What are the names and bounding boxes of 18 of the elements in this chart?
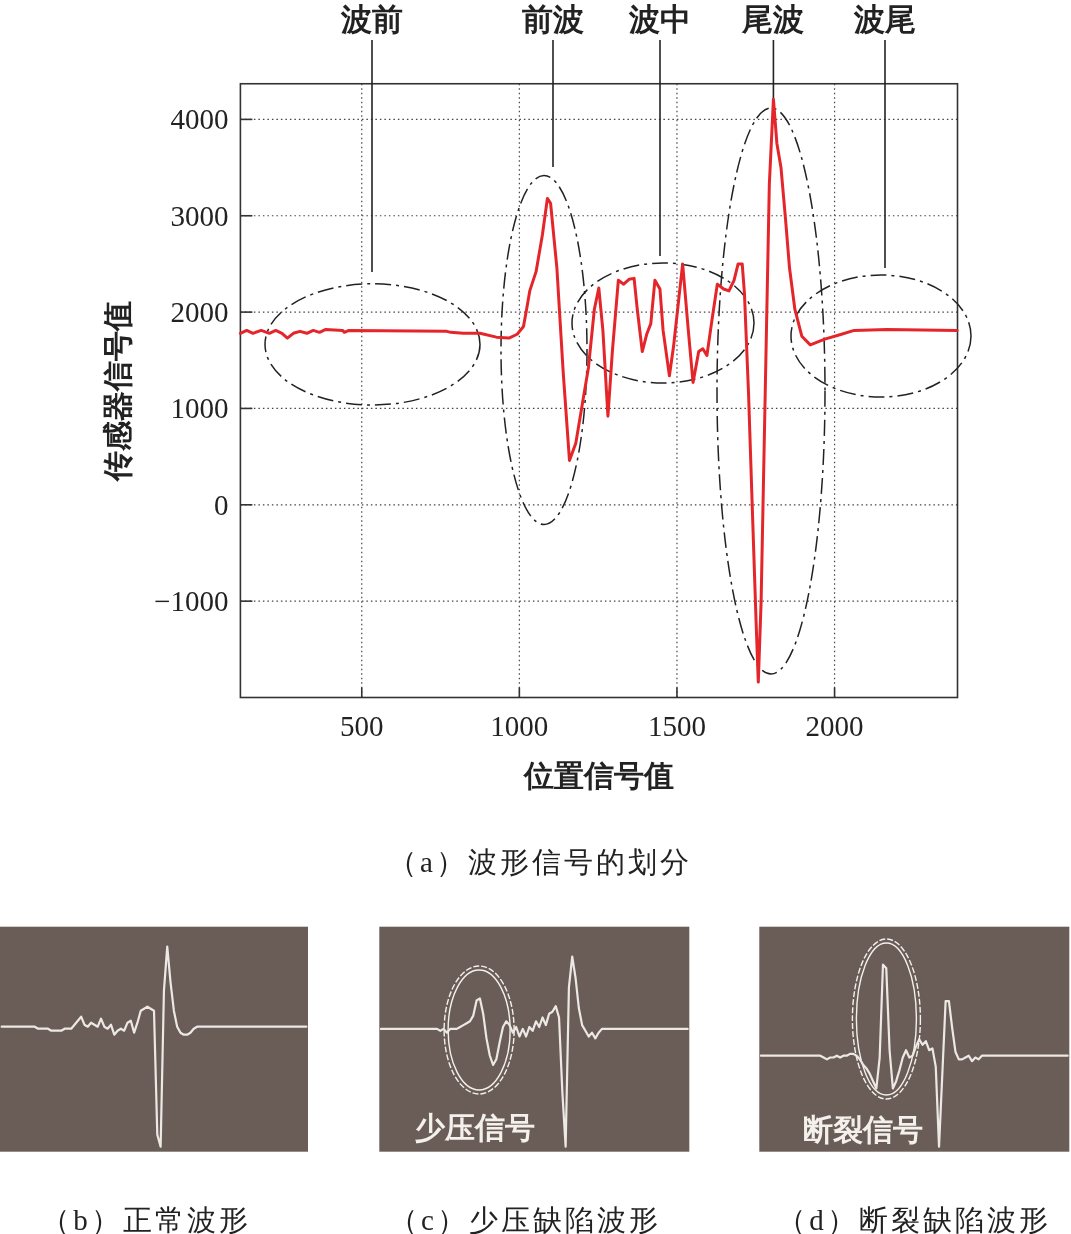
y-tick-label: −1000 (154, 585, 229, 618)
y-tick-label: 3000 (170, 199, 229, 232)
x-tick-label: 1000 (490, 709, 549, 742)
annotation: 少压信号 (415, 1110, 536, 1145)
x-tick-label: 500 (340, 709, 384, 742)
annotation: 断裂信号 (803, 1112, 924, 1147)
y-tick-label: 2000 (170, 296, 229, 329)
x-tick-label: 2000 (805, 709, 864, 742)
annotation: 波前 (264, 1, 481, 406)
x-axis-title: 位置信号值 (522, 758, 674, 793)
y-tick-label: 1000 (170, 392, 229, 425)
y-axis-title: 传感器信号值 (100, 300, 135, 482)
y-tick-label: 4000 (170, 103, 229, 136)
x-tick-label: 1500 (647, 709, 706, 742)
annotation: 少压信号 (415, 965, 536, 1145)
y-tick-label: 0 (213, 488, 229, 521)
annotation: 断裂信号 (803, 938, 924, 1147)
text: （a）波形信号的划分 (388, 846, 692, 878)
